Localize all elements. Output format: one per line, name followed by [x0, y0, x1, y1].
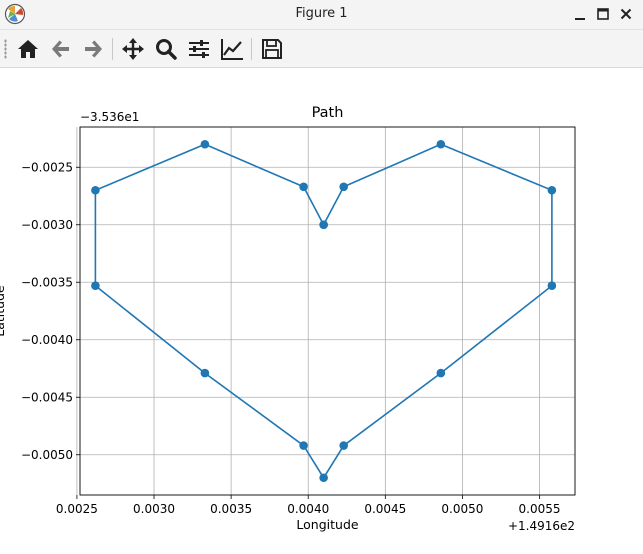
toolbar-grip[interactable] — [4, 39, 7, 59]
data-point — [200, 139, 210, 149]
axes-frame — [79, 126, 576, 496]
figure-canvas[interactable]: 0.0025 0.0030 0.0035 0.0040 0.0045 0.0050 0.00… — [0, 68, 643, 550]
data-point — [299, 182, 308, 192]
path-chart: 0.0025 0.0030 0.0035 0.0040 0.0045 0.0050 0.00… — [0, 105, 576, 533]
save-button[interactable] — [258, 35, 286, 63]
data-point — [547, 185, 557, 195]
x-tick-label: 0.0050 — [441, 502, 483, 516]
data-point — [547, 281, 557, 290]
maximize-icon[interactable] — [594, 5, 612, 23]
data-point — [436, 139, 446, 149]
data-point — [339, 441, 348, 450]
window-title: Figure 1 — [295, 6, 348, 21]
x-tick-label: 0.0040 — [287, 502, 329, 516]
data-point — [91, 281, 100, 290]
forward-button[interactable] — [79, 35, 107, 63]
data-point — [319, 473, 328, 483]
home-icon — [18, 40, 38, 58]
y-offset-text: −3.536e1 — [80, 110, 139, 124]
floppy-disk-icon — [262, 39, 282, 59]
back-button[interactable] — [47, 35, 75, 63]
toolbar-separator — [112, 38, 113, 60]
arrow-left-icon — [52, 40, 69, 58]
data-point — [339, 182, 348, 192]
magnifier-icon — [156, 39, 177, 60]
y-tick-label: −0.0025 — [21, 160, 73, 174]
pan-button[interactable] — [119, 35, 147, 63]
navigation-toolbar — [0, 30, 643, 68]
x-offset-text: +1.4916e2 — [508, 519, 575, 533]
x-tick-label: 0.0035 — [210, 502, 252, 516]
data-point — [91, 185, 100, 195]
move-icon — [122, 38, 144, 60]
sliders-icon — [189, 40, 209, 58]
y-tick-label: −0.0035 — [21, 275, 73, 289]
y-tick-label: −0.0040 — [21, 333, 73, 347]
series-line — [94, 143, 553, 480]
window-titlebar: Figure 1 — [0, 0, 643, 30]
minimize-icon[interactable] — [571, 5, 589, 23]
configure-subplots-button[interactable] — [185, 35, 213, 63]
chart-title: Path — [312, 105, 344, 121]
x-tick-label: 0.0030 — [133, 502, 175, 516]
data-point — [319, 220, 328, 230]
y-axis-label: Latitude — [0, 285, 7, 337]
data-point — [200, 368, 210, 378]
line-chart-icon — [221, 39, 243, 60]
data-point — [299, 441, 308, 450]
y-tick-label: −0.0030 — [21, 218, 73, 232]
y-tick-label: −0.0045 — [21, 390, 73, 404]
x-tick-label: 0.0045 — [364, 502, 406, 516]
y-tick-label: −0.0050 — [21, 448, 73, 462]
zoom-button[interactable] — [152, 35, 180, 63]
home-button[interactable] — [14, 35, 42, 63]
close-icon[interactable] — [617, 5, 635, 23]
x-axis-label: Longitude — [296, 517, 358, 532]
arrow-right-icon — [85, 40, 102, 58]
app-logo-icon — [4, 3, 26, 25]
edit-axis-button[interactable] — [218, 35, 246, 63]
x-tick-label: 0.0055 — [519, 502, 561, 516]
toolbar-separator — [251, 38, 252, 60]
x-tick-label: 0.0025 — [56, 502, 98, 516]
data-point — [436, 368, 446, 378]
